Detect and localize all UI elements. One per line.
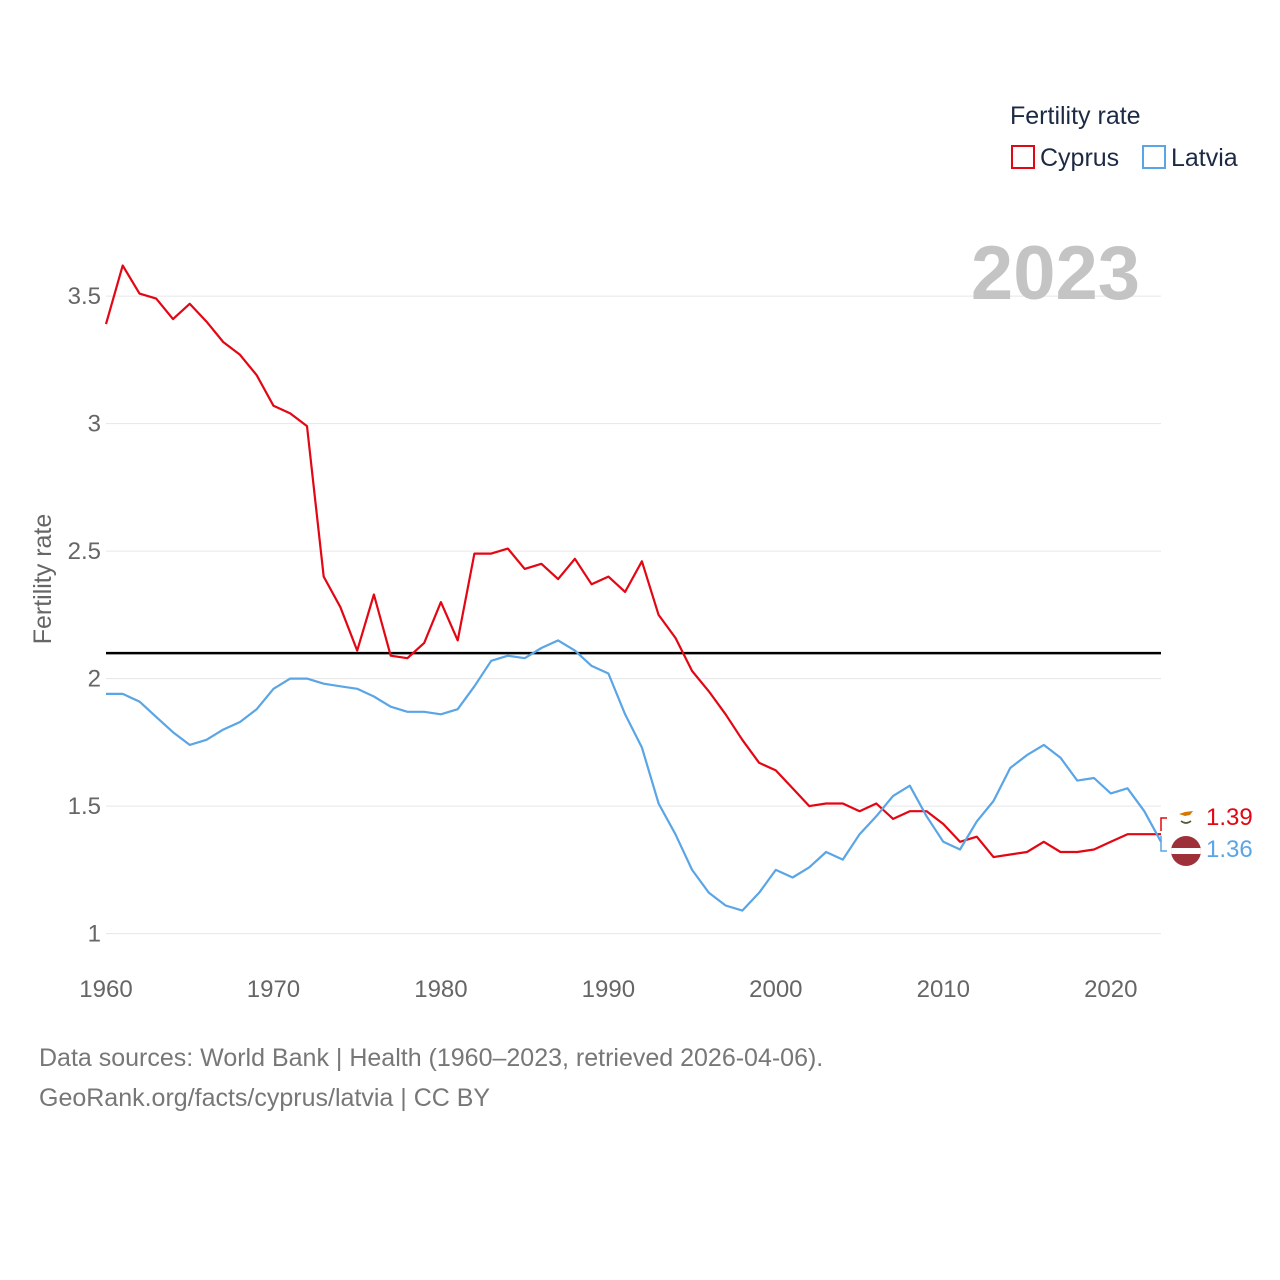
cyprus-flag-icon [1173,805,1199,831]
legend-label-latvia[interactable]: Latvia [1171,144,1238,172]
x-tick-label: 2000 [749,976,802,1003]
cyprus-end-label: 1.39 [1206,804,1253,831]
legend-label-cyprus[interactable]: Cyprus [1040,144,1119,172]
x-tick-label: 1970 [247,976,300,1003]
x-tick-label: 2020 [1084,976,1137,1003]
y-tick-label: 1 [88,921,101,948]
series-line-cyprus[interactable] [104,264,1161,859]
x-tick-label: 1990 [582,976,635,1003]
fertility-chart: 1 1.5 2 2.5 3 3.5 1960 1970 1980 1990 2000 2010 202… [29,102,1253,1003]
y-axis-label: Fertility rate [29,514,57,645]
series-line-latvia[interactable] [106,639,1162,912]
legend-title: Fertility rate [1010,102,1141,130]
y-tick-label: 2 [88,666,101,693]
data-sources-note: Data sources: World Bank | Health (1960–… [39,1044,824,1072]
grid-lines [106,295,1161,935]
cyprus-end-connector [1160,817,1167,831]
y-tick-label: 2.5 [68,538,101,565]
y-tick-label: 1.5 [68,793,101,820]
legend-swatch-cyprus[interactable] [1011,145,1035,169]
y-tick-labels: 1 1.5 2 2.5 3 3.5 [68,283,101,948]
latvia-end-label: 1.36 [1206,836,1253,863]
latvia-flag-icon [1171,836,1201,866]
y-tick-label: 3.5 [68,283,101,310]
series-layer [104,264,1162,912]
year-label: 2023 [971,231,1140,316]
latvia-end-connector [1160,836,1167,852]
x-tick-label: 1960 [79,976,132,1003]
x-tick-label: 1980 [414,976,467,1003]
credit-line: GeoRank.org/facts/cyprus/latvia | CC BY [39,1084,491,1112]
y-tick-label: 3 [88,411,101,438]
legend-swatch-latvia[interactable] [1142,145,1166,169]
x-tick-label: 2010 [917,976,970,1003]
x-tick-labels: 1960 1970 1980 1990 2000 2010 2020 [79,976,1137,1003]
